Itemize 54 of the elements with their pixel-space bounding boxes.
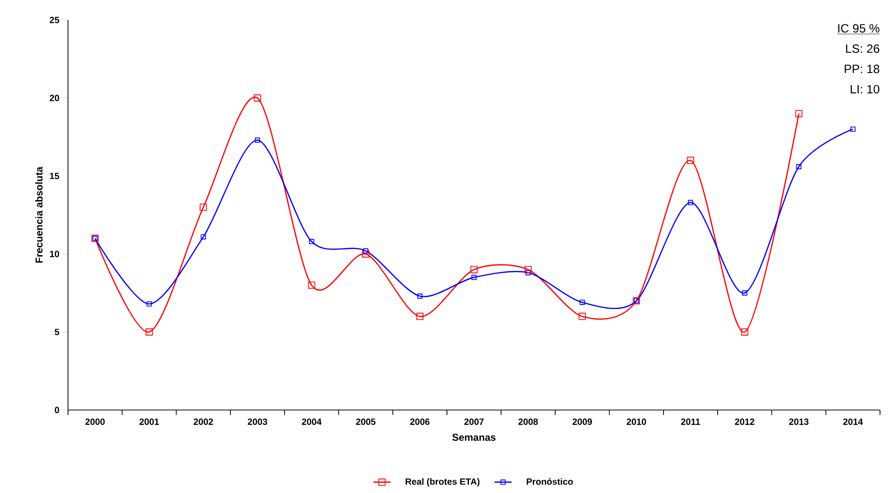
x-tick-label: 2008: [518, 418, 538, 425]
point: [795, 110, 802, 118]
point: [796, 164, 802, 170]
legend-label: Real (brotes ETA): [406, 478, 480, 487]
x-tick-label: 2001: [140, 418, 159, 425]
point: [686, 156, 694, 164]
point: [362, 250, 370, 258]
point: [363, 248, 368, 254]
point: [309, 238, 314, 244]
x-tick-label: 2009: [572, 418, 592, 425]
point: [200, 234, 206, 240]
point: [578, 312, 586, 320]
annotation: IC 95 %: [838, 24, 880, 33]
point: [200, 204, 207, 211]
y-tick-label: 25: [50, 16, 60, 24]
point: [470, 266, 478, 274]
y-tick-label: 5: [54, 328, 60, 336]
legend-label: Pronóstico: [526, 478, 573, 485]
x-tick-label: 2000: [85, 418, 105, 425]
annotation: LI: 10: [850, 84, 880, 94]
y-tick-label: 15: [50, 172, 60, 180]
x-tick-label: 2011: [681, 418, 700, 425]
x-tick-label: 2012: [734, 418, 754, 425]
x-tick-label: 2010: [626, 418, 646, 425]
point: [742, 290, 748, 296]
y-tick-label: 10: [50, 250, 60, 258]
x-tick-label: 2003: [248, 418, 268, 425]
y-tick-label: 0: [54, 406, 60, 414]
point: [417, 294, 422, 299]
point: [850, 126, 856, 132]
x-tick-label: 2013: [789, 418, 808, 425]
x-tick-label: 2004: [302, 418, 322, 425]
x-tick-label: 2006: [410, 418, 430, 425]
annotation: LS: 26: [846, 44, 880, 53]
point: [526, 270, 531, 276]
x-tick-label: 2002: [194, 418, 213, 425]
point: [254, 138, 260, 143]
annotation: PP: 18: [844, 64, 880, 74]
x-tick-label: 2014: [843, 418, 863, 425]
point: [146, 328, 153, 336]
point: [471, 274, 477, 280]
x-axis-title: Semanas: [452, 434, 496, 441]
x-tick-label: 2007: [464, 418, 484, 425]
point: [308, 282, 316, 289]
y-axis-title: Frecuencia absoluta: [35, 166, 43, 263]
point: [580, 300, 585, 305]
point: [688, 200, 694, 206]
x-tick-label: 2005: [356, 418, 376, 425]
point: [741, 328, 748, 336]
point: [146, 301, 152, 307]
y-tick-label: 20: [50, 94, 60, 102]
point: [254, 94, 262, 102]
point: [416, 312, 424, 320]
point: [524, 266, 532, 274]
